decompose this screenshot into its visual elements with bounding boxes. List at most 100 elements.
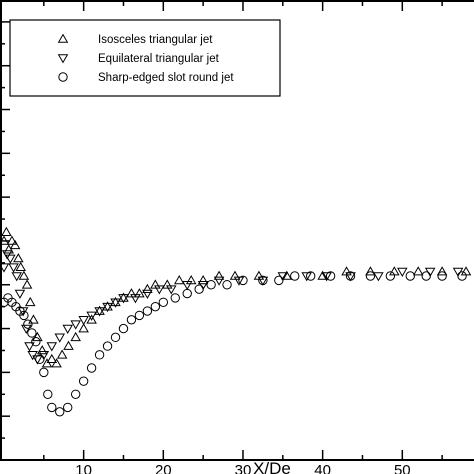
data-point xyxy=(94,305,105,315)
data-point xyxy=(32,331,43,342)
data-point xyxy=(206,280,216,290)
data-point xyxy=(35,354,45,364)
data-point xyxy=(25,296,36,307)
data-point xyxy=(142,289,153,299)
legend: Isosceles triangular jet Equilateral tria… xyxy=(9,19,281,97)
data-point xyxy=(15,261,26,272)
data-point xyxy=(62,324,73,334)
data-point xyxy=(182,288,192,299)
data-point xyxy=(130,294,141,304)
data-marks xyxy=(0,226,472,417)
data-point xyxy=(150,279,161,289)
data-point xyxy=(21,279,33,289)
data-point xyxy=(126,315,137,325)
data-point xyxy=(110,296,121,307)
data-point xyxy=(118,323,129,334)
data-point xyxy=(134,310,145,321)
legend-entry-label: Isosceles triangular jet xyxy=(98,34,213,46)
data-point xyxy=(345,271,356,281)
data-point xyxy=(41,358,53,368)
data-point xyxy=(86,314,97,324)
data-point xyxy=(213,276,225,286)
data-point xyxy=(150,301,161,312)
data-point xyxy=(142,306,153,316)
x-tick-label: 50 xyxy=(394,462,411,474)
data-point xyxy=(229,270,241,280)
data-point xyxy=(197,274,209,285)
x-axis-label: X/De xyxy=(253,459,291,474)
data-point xyxy=(14,289,26,299)
data-point xyxy=(385,271,396,281)
data-point xyxy=(102,302,113,313)
legend-marker xyxy=(58,72,68,82)
data-point xyxy=(412,266,424,276)
data-point xyxy=(281,270,293,280)
data-point xyxy=(23,319,33,329)
data-point xyxy=(110,298,121,308)
data-point xyxy=(142,283,153,293)
data-point xyxy=(397,267,408,278)
data-point xyxy=(373,272,384,282)
data-point xyxy=(43,389,53,399)
data-point xyxy=(405,271,415,281)
x-tick-label: 20 xyxy=(155,462,172,474)
data-point xyxy=(78,376,89,386)
data-point xyxy=(31,337,41,347)
data-point xyxy=(257,276,269,286)
data-point xyxy=(345,272,356,282)
data-point xyxy=(110,332,121,343)
data-point xyxy=(162,279,173,289)
data-point xyxy=(365,266,376,276)
data-point xyxy=(173,274,185,285)
data-point xyxy=(70,389,81,399)
data-point xyxy=(19,310,29,321)
data-point xyxy=(46,342,58,352)
data-point xyxy=(94,350,105,360)
data-point xyxy=(222,280,232,290)
series-triangle-up xyxy=(0,226,472,368)
legend-box xyxy=(9,19,281,97)
data-point xyxy=(1,250,13,260)
data-point xyxy=(3,244,15,254)
data-point xyxy=(5,254,16,264)
legend-marker xyxy=(57,33,69,43)
data-point xyxy=(9,239,21,250)
data-point xyxy=(21,324,32,334)
data-point xyxy=(325,271,336,281)
data-point xyxy=(233,276,245,286)
x-tick-label: 30 xyxy=(235,462,252,474)
data-point xyxy=(54,333,66,343)
x-tick-label: 40 xyxy=(314,462,331,474)
data-point xyxy=(436,266,448,276)
x-tick-label: 10 xyxy=(75,462,92,474)
data-point xyxy=(238,275,248,286)
data-point xyxy=(118,292,129,302)
data-point xyxy=(194,284,204,294)
data-point xyxy=(258,275,268,286)
data-point xyxy=(305,271,316,281)
data-point xyxy=(86,311,97,321)
legend-entry-label: Sharp-edged slot round jet xyxy=(98,72,234,84)
data-point xyxy=(8,263,19,273)
data-point xyxy=(321,272,332,282)
data-point xyxy=(1,226,12,236)
data-point xyxy=(274,275,284,286)
data-point xyxy=(86,363,97,373)
data-point xyxy=(36,345,48,355)
data-point xyxy=(94,307,105,317)
data-point xyxy=(78,323,89,333)
data-point xyxy=(290,271,300,281)
data-point xyxy=(13,253,24,263)
data-point xyxy=(457,271,467,281)
data-point xyxy=(181,280,193,291)
data-point xyxy=(27,328,37,338)
data-point xyxy=(134,288,145,298)
legend-marker xyxy=(57,54,69,64)
data-point xyxy=(317,270,328,280)
data-point xyxy=(28,314,39,324)
data-point xyxy=(70,320,81,330)
data-point xyxy=(213,270,225,280)
data-point xyxy=(56,349,68,359)
